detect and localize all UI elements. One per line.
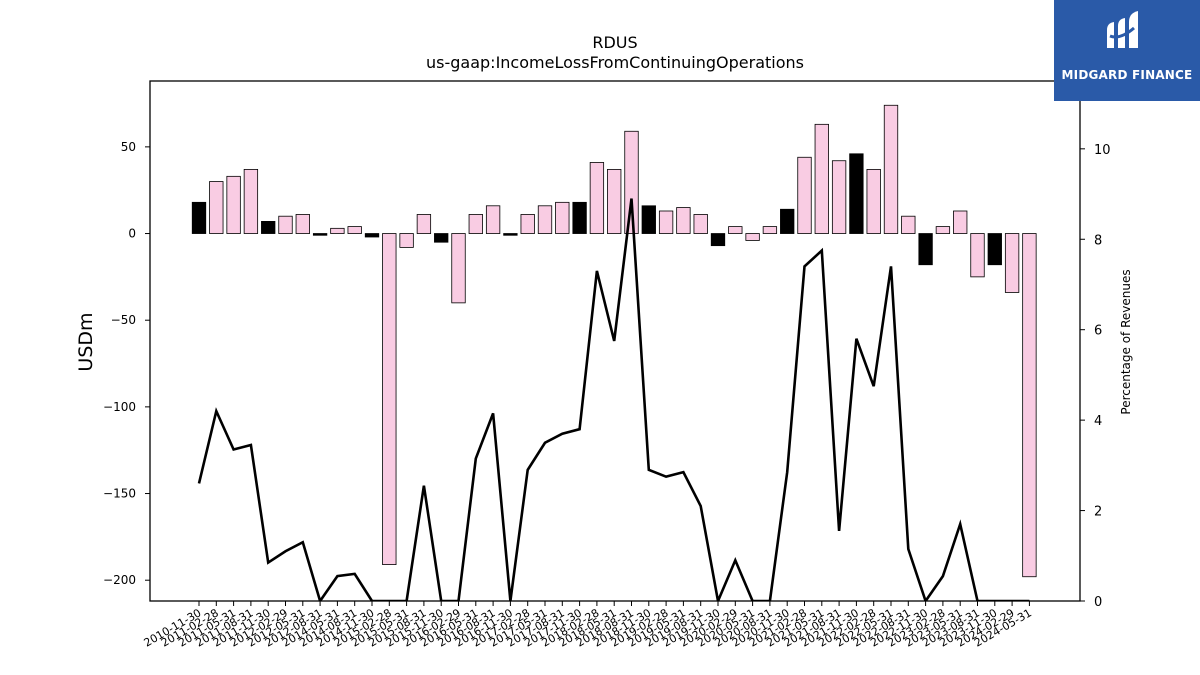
bar [330,227,345,234]
bar [935,226,951,234]
bar [226,175,241,234]
bar [399,233,414,248]
y2-tick-label: 4 [1094,414,1102,429]
y-axis-label: USDm [75,312,97,371]
bar [762,226,778,234]
y-tick-label: 50 [121,140,136,154]
bar [780,208,795,234]
bar [364,233,380,238]
bar [209,181,224,234]
bar [451,233,466,304]
brand-logo: MIDGARD FINANCE [1054,0,1200,101]
bar [468,214,483,234]
bar [1004,233,1020,293]
bar [831,160,847,234]
bar [278,215,293,234]
bar [814,123,829,234]
left-axis-ticks: 50 0 −50 −100 −150 −200 [103,140,150,587]
bar [710,233,726,247]
bar [624,130,639,234]
bar [676,207,691,234]
y2-axis-label: Percentage of Revenues [1119,269,1133,414]
bar [1022,233,1037,578]
y2-tick-label: 6 [1094,324,1102,339]
bar [434,233,449,243]
bar [745,233,760,241]
bar [728,226,743,234]
chart-subtitle: us-gaap:IncomeLossFromContinuingOperatio… [426,53,804,72]
y-tick-label: −200 [103,573,136,587]
y2-tick-label: 10 [1094,143,1111,158]
bar [589,162,605,234]
x-axis-ticks: 2010-11-302011-02-282011-05-312011-08-31… [142,601,1034,650]
y-tick-label: −50 [111,313,136,327]
logo-text: MIDGARD FINANCE [1061,68,1193,82]
bar [918,233,933,266]
bar [555,201,570,234]
bar [537,205,553,234]
plot-frame [149,80,1081,602]
bar [849,153,864,234]
logo-mark-icon [1107,11,1138,48]
bar [485,205,501,234]
bar [607,168,622,234]
y2-tick-label: 2 [1094,505,1102,520]
y2-tick-label: 8 [1094,233,1102,248]
percentage-line [197,198,1030,601]
bar [883,104,899,234]
bar [658,210,674,234]
bar [312,233,328,236]
y-tick-label: 0 [128,227,136,241]
bar [295,214,310,234]
bars-group [191,104,1037,578]
bar [901,215,916,234]
right-axis-ticks: 0 2 4 6 8 10 [1080,143,1111,610]
bar [382,233,397,566]
bar [693,214,708,234]
bar [970,233,985,278]
bar [520,214,535,234]
bar [191,201,207,234]
bar [797,156,812,234]
bar [641,205,656,234]
bar [572,201,587,234]
y-tick-label: −100 [103,400,136,414]
bar [347,226,362,234]
bar [261,220,276,234]
chart-title: RDUS [592,33,637,52]
bar [243,168,259,234]
bar [503,233,518,236]
y-tick-label: −150 [103,487,136,501]
bar [953,210,968,234]
line-group [197,198,1030,601]
bar [416,214,432,234]
y2-tick-label: 0 [1094,595,1102,610]
bar [866,168,881,234]
bar [987,233,1002,266]
